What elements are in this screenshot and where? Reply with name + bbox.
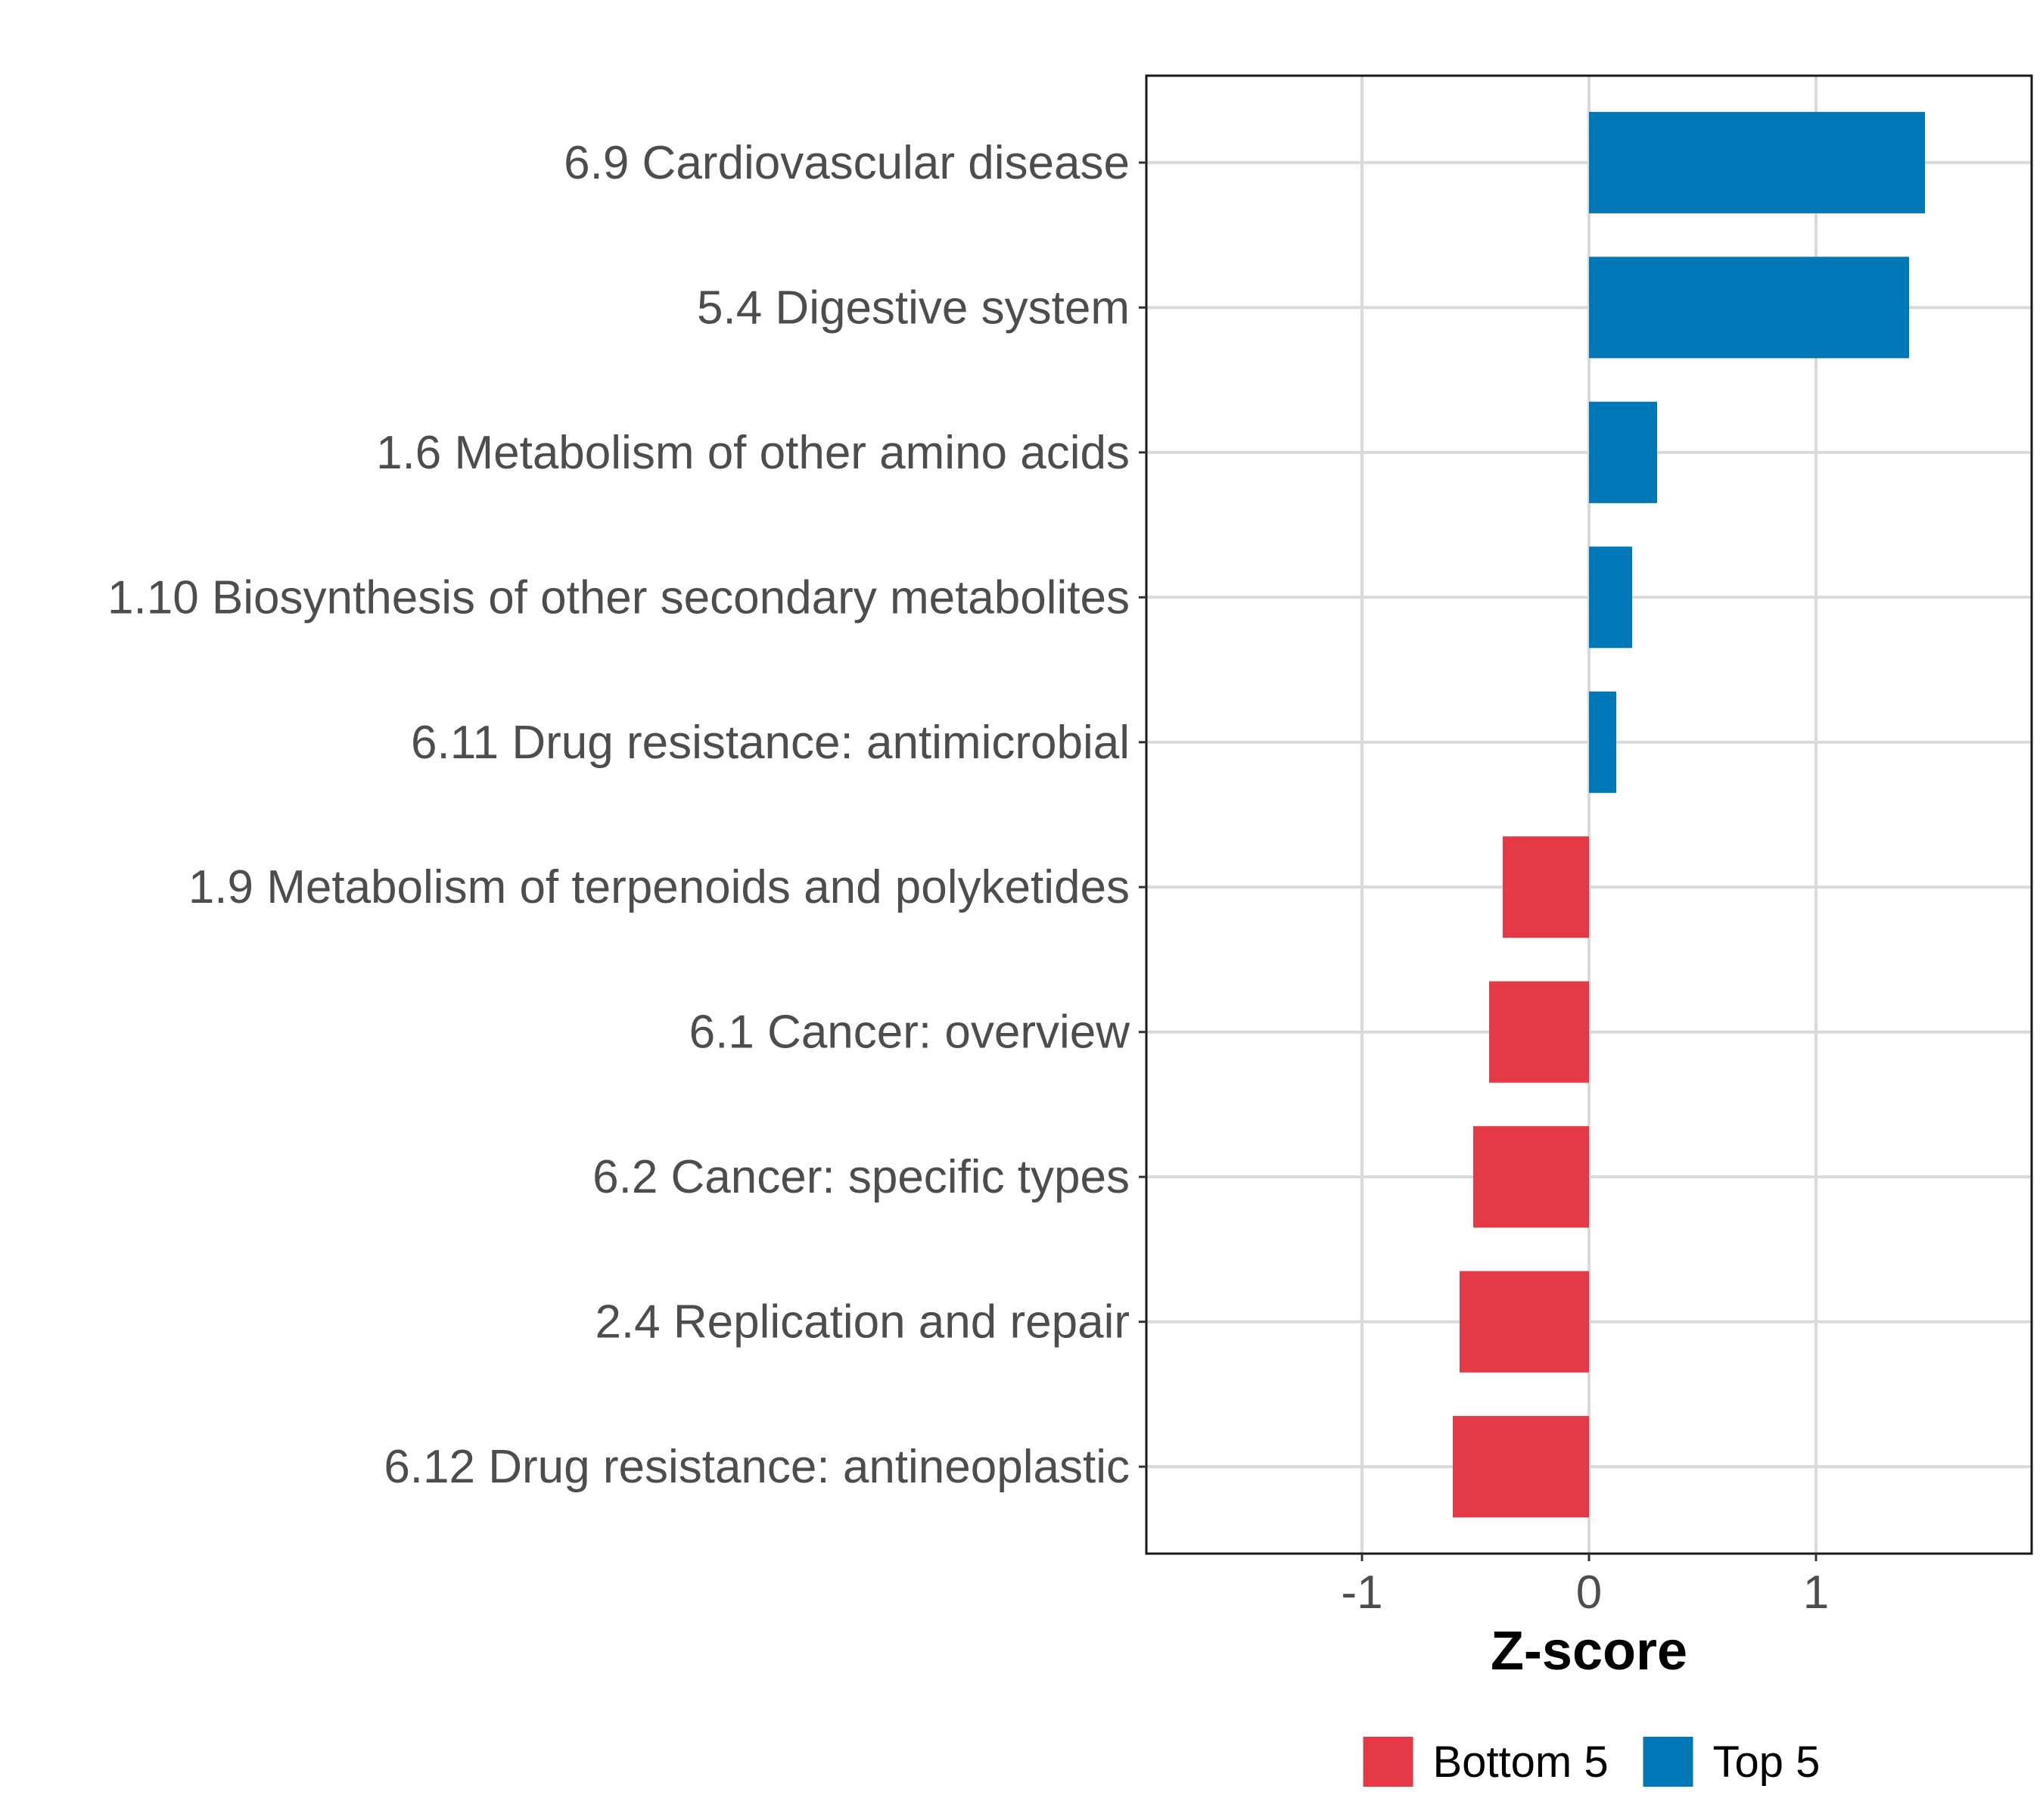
legend-label-top-5: Top 5 (1713, 1738, 1821, 1787)
category-label-6-12-drug-resistance-antineoplastic: 6.12 Drug resistance: antineoplastic (384, 1441, 1130, 1493)
bar-6-11-drug-resistance-antimicrobial (1589, 691, 1616, 793)
legend-label-bottom-5: Bottom 5 (1433, 1738, 1609, 1787)
bar-layer (1453, 111, 1925, 1518)
bar-6-9-cardiovascular-disease (1589, 111, 1925, 213)
x-tick-label-1: 0 (1576, 1566, 1602, 1619)
bar-5-4-digestive-system (1589, 257, 1909, 359)
category-label-6-11-drug-resistance-antimicrobial: 6.11 Drug resistance: antimicrobial (411, 717, 1130, 769)
bar-1-9-metabolism-of-terpenoids-and-polyketides (1503, 836, 1589, 938)
category-label-1-6-metabolism-of-other-amino-acids: 1.6 Metabolism of other amino acids (376, 427, 1130, 479)
category-label-1-10-biosynthesis-of-other-secondary-metabolites: 1.10 Biosynthesis of other secondary met… (107, 571, 1130, 624)
x-tick-label-2: 1 (1803, 1566, 1829, 1619)
category-label-2-4-replication-and-repair: 2.4 Replication and repair (595, 1296, 1130, 1349)
x-axis-title: Z-score (1491, 1621, 1687, 1682)
category-label-1-9-metabolism-of-terpenoids-and-polyketides: 1.9 Metabolism of terpenoids and polyket… (188, 861, 1130, 913)
category-label-6-9-cardiovascular-disease: 6.9 Cardiovascular disease (564, 137, 1130, 189)
bar-1-6-metabolism-of-other-amino-acids (1589, 401, 1657, 503)
category-label-6-1-cancer-overview: 6.1 Cancer: overview (689, 1006, 1130, 1059)
x-tick-label-0: -1 (1341, 1566, 1382, 1619)
bar-6-1-cancer-overview (1489, 981, 1589, 1083)
bar-6-12-drug-resistance-antineoplastic (1453, 1416, 1589, 1518)
bar-1-10-biosynthesis-of-other-secondary-metabolites (1589, 546, 1632, 649)
bar-2-4-replication-and-repair (1460, 1271, 1589, 1373)
category-label-5-4-digestive-system: 5.4 Digestive system (697, 282, 1130, 334)
legend-key-top-5 (1643, 1737, 1693, 1787)
axis-layer: 6.9 Cardiovascular disease 5.4 Digestive … (107, 137, 1829, 1619)
legend: Bottom 5 Top 5 (1363, 1737, 1821, 1787)
legend-key-bottom-5 (1363, 1737, 1413, 1787)
category-label-6-2-cancer-specific-types: 6.2 Cancer: specific types (592, 1151, 1130, 1203)
bar-6-2-cancer-specific-types (1473, 1126, 1589, 1228)
